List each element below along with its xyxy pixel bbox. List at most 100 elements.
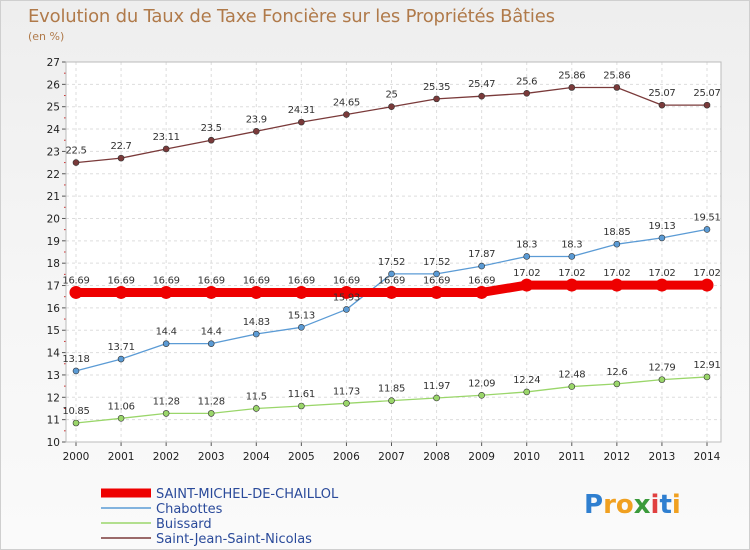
legend-label: Chabottes <box>156 502 223 517</box>
data-label: 24.65 <box>333 98 360 109</box>
data-point <box>433 95 440 103</box>
data-point <box>117 415 125 422</box>
logo-letter: o <box>615 490 634 520</box>
data-label: 16.69 <box>378 275 405 286</box>
y-tick-label: 19 <box>47 236 60 248</box>
y-tick-label: 27 <box>47 57 60 69</box>
x-tick-label: 2009 <box>468 451 495 463</box>
data-point <box>475 285 489 299</box>
data-point <box>478 262 485 270</box>
data-point <box>204 285 218 299</box>
x-tick-label: 2003 <box>198 451 225 463</box>
logo-letter: i <box>650 490 660 520</box>
data-label: 14.4 <box>156 327 177 338</box>
x-tick-label: 2005 <box>288 451 315 463</box>
y-tick-label: 18 <box>47 258 60 270</box>
data-label: 25.86 <box>603 70 630 81</box>
data-label: 18.3 <box>561 239 582 250</box>
data-label: 15.13 <box>288 310 315 321</box>
y-tick-label: 10 <box>47 437 60 449</box>
y-tick-label: 15 <box>47 325 60 337</box>
data-label: 25.07 <box>693 88 720 99</box>
x-tick-label: 2001 <box>108 451 135 463</box>
data-point <box>433 270 440 278</box>
data-point <box>298 324 305 331</box>
logo-letter: P <box>584 490 604 520</box>
data-label: 11.73 <box>333 386 360 397</box>
data-label: 25.47 <box>468 79 495 90</box>
data-label: 17.02 <box>513 268 540 279</box>
y-tick-label: 13 <box>47 370 60 382</box>
data-point <box>610 278 624 292</box>
data-point <box>298 118 305 126</box>
y-tick-label: 26 <box>47 79 61 91</box>
data-label: 14.83 <box>243 317 270 328</box>
data-label: 16.69 <box>288 275 315 286</box>
data-label: 24.31 <box>288 105 315 116</box>
data-point <box>249 285 263 299</box>
data-point <box>343 111 350 118</box>
data-point <box>294 285 308 299</box>
data-point <box>703 373 711 381</box>
data-label: 12.48 <box>558 370 585 381</box>
data-label: 23.9 <box>246 114 267 125</box>
data-point <box>339 285 353 299</box>
data-point <box>69 285 83 299</box>
data-label: 23.11 <box>153 132 180 143</box>
data-label: 16.69 <box>62 275 89 286</box>
data-point <box>162 145 170 153</box>
proxiti-logo: Proxiti <box>584 490 681 520</box>
data-point <box>523 89 531 97</box>
data-point <box>159 285 173 299</box>
data-label: 11.06 <box>108 401 135 412</box>
x-tick-label: 2010 <box>513 451 540 463</box>
x-tick-label: 2011 <box>558 451 585 463</box>
x-tick-label: 2013 <box>649 451 676 463</box>
plot-border <box>65 61 722 443</box>
data-point <box>478 92 485 100</box>
data-label: 19.51 <box>693 212 720 223</box>
data-label: 16.69 <box>423 275 450 286</box>
data-label: 25.07 <box>648 88 675 99</box>
x-tick-label: 2002 <box>153 451 180 463</box>
data-label: 22.7 <box>111 141 132 152</box>
data-point <box>613 240 621 248</box>
y-tick-label: 23 <box>47 146 60 158</box>
logo-letter: x <box>633 490 651 520</box>
logo-letter: t <box>659 490 672 520</box>
unit-label: (en %) <box>28 30 65 43</box>
data-label: 11.5 <box>246 391 267 402</box>
data-label: 17.02 <box>648 268 675 279</box>
data-label: 11.61 <box>288 389 315 400</box>
data-label: 17.02 <box>558 268 585 279</box>
y-tick-label: 24 <box>47 124 61 136</box>
data-point <box>430 285 444 299</box>
data-point <box>388 103 395 111</box>
data-point <box>703 101 711 109</box>
data-label: 22.5 <box>65 146 86 157</box>
data-point <box>568 84 576 91</box>
data-point <box>433 394 440 402</box>
data-point <box>343 306 350 313</box>
data-point <box>613 84 621 91</box>
legend-label: Saint-Jean-Saint-Nicolas <box>156 532 312 547</box>
legend-label: Buissard <box>156 517 212 532</box>
logo-letter: i <box>671 490 681 520</box>
data-label: 19.13 <box>648 221 675 232</box>
data-label: 16.69 <box>153 275 180 286</box>
data-point <box>520 278 534 292</box>
data-point <box>207 340 215 347</box>
data-label: 18.85 <box>603 227 630 238</box>
data-label: 16.69 <box>243 275 270 286</box>
data-label: 12.91 <box>693 360 720 371</box>
plot-area <box>66 62 721 442</box>
data-point <box>252 127 260 135</box>
y-tick-label: 20 <box>47 213 60 225</box>
logo-letter: r <box>603 490 616 520</box>
data-point <box>72 419 80 427</box>
data-point <box>388 397 395 404</box>
data-point <box>658 234 666 242</box>
data-point <box>343 400 350 407</box>
data-label: 25.6 <box>516 76 537 87</box>
y-tick-label: 17 <box>47 281 60 293</box>
